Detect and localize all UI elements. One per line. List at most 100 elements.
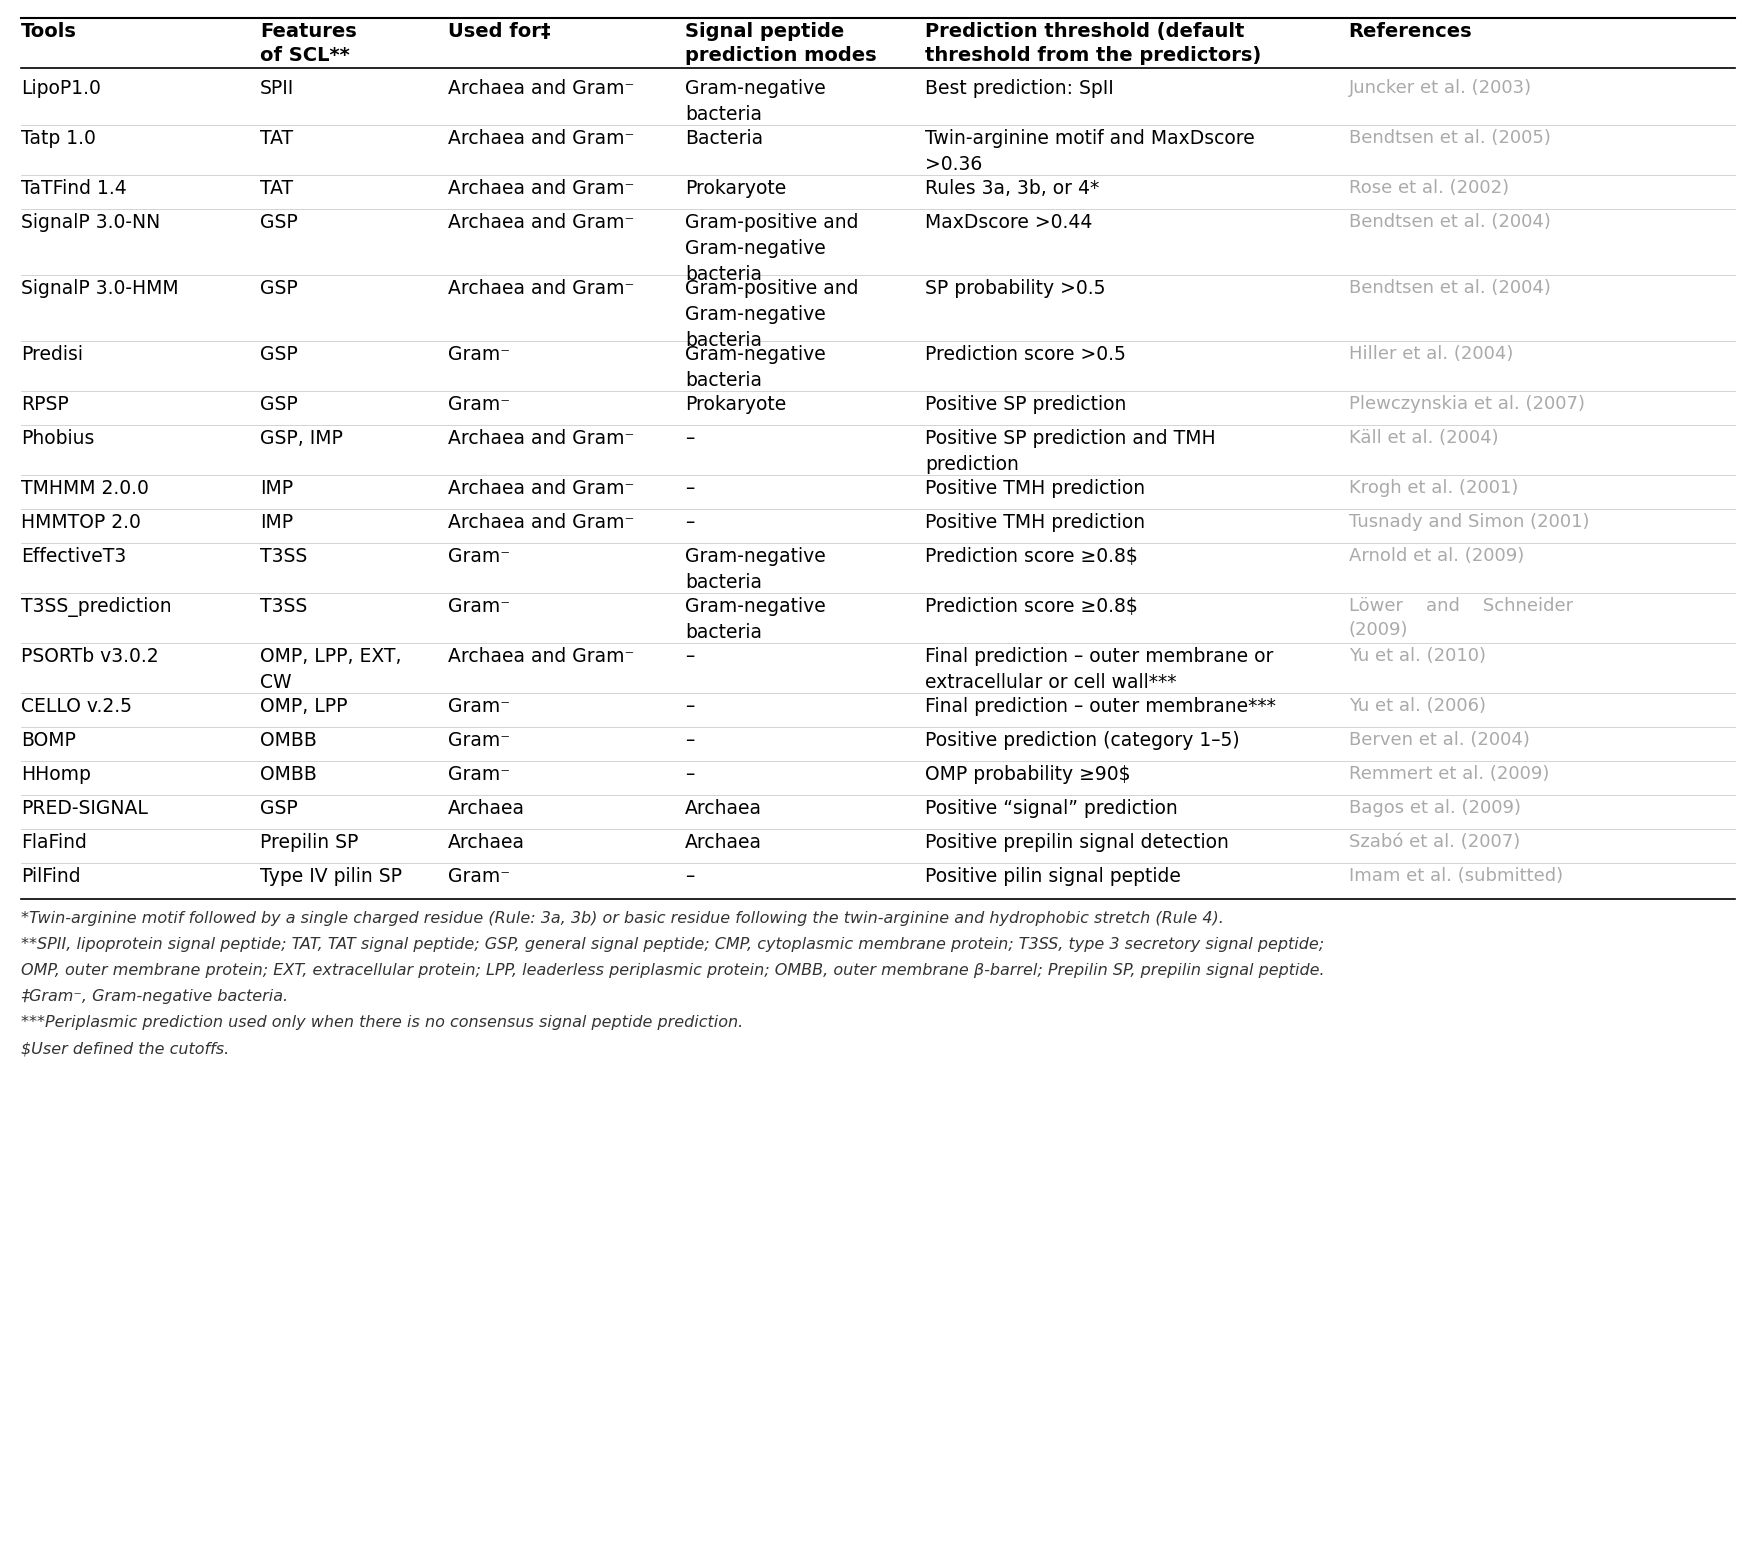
Text: $User defined the cutoffs.: $User defined the cutoffs.: [21, 1041, 230, 1055]
Text: GSP: GSP: [260, 345, 297, 363]
Text: PRED-SIGNAL: PRED-SIGNAL: [21, 800, 147, 818]
Text: EffectiveT3: EffectiveT3: [21, 547, 126, 566]
Text: OMBB: OMBB: [260, 731, 316, 750]
Text: MaxDscore >0.44: MaxDscore >0.44: [925, 214, 1092, 232]
Text: SignalP 3.0-HMM: SignalP 3.0-HMM: [21, 279, 179, 298]
Text: Bendtsen et al. (2005): Bendtsen et al. (2005): [1348, 129, 1550, 147]
Text: Best prediction: SpII: Best prediction: SpII: [925, 80, 1113, 98]
Text: FlaFind: FlaFind: [21, 833, 88, 853]
Text: Prediction score ≥0.8$: Prediction score ≥0.8$: [925, 597, 1137, 616]
Text: Positive SP prediction and TMH
prediction: Positive SP prediction and TMH predictio…: [925, 429, 1216, 474]
Text: LipoP1.0: LipoP1.0: [21, 80, 100, 98]
Text: Archaea and Gram⁻: Archaea and Gram⁻: [448, 80, 634, 98]
Text: Predisi: Predisi: [21, 345, 82, 363]
Text: Archaea: Archaea: [448, 833, 525, 853]
Text: Prediction threshold (default
threshold from the predictors): Prediction threshold (default threshold …: [925, 22, 1260, 65]
Text: Szabó et al. (2007): Szabó et al. (2007): [1348, 833, 1520, 851]
Text: OMBB: OMBB: [260, 765, 316, 784]
Text: Final prediction – outer membrane***: Final prediction – outer membrane***: [925, 697, 1276, 716]
Text: Twin-arginine motif and MaxDscore
>0.36: Twin-arginine motif and MaxDscore >0.36: [925, 129, 1255, 173]
Text: GSP: GSP: [260, 800, 297, 818]
Text: Archaea and Gram⁻: Archaea and Gram⁻: [448, 179, 634, 198]
Text: Hiller et al. (2004): Hiller et al. (2004): [1348, 345, 1513, 363]
Text: Gram⁻: Gram⁻: [448, 867, 509, 886]
Text: Positive TMH prediction: Positive TMH prediction: [925, 479, 1144, 497]
Text: Käll et al. (2004): Käll et al. (2004): [1348, 429, 1497, 447]
Text: Bendtsen et al. (2004): Bendtsen et al. (2004): [1348, 214, 1550, 231]
Text: Arnold et al. (2009): Arnold et al. (2009): [1348, 547, 1523, 564]
Text: HMMTOP 2.0: HMMTOP 2.0: [21, 513, 140, 532]
Text: IMP: IMP: [260, 479, 293, 497]
Text: OMP probability ≥90$: OMP probability ≥90$: [925, 765, 1130, 784]
Text: Bendtsen et al. (2004): Bendtsen et al. (2004): [1348, 279, 1550, 298]
Text: Gram-negative
bacteria: Gram-negative bacteria: [684, 547, 825, 592]
Text: Plewczynskia et al. (2007): Plewczynskia et al. (2007): [1348, 394, 1583, 413]
Text: PSORTb v3.0.2: PSORTb v3.0.2: [21, 647, 158, 666]
Text: Gram⁻: Gram⁻: [448, 765, 509, 784]
Text: Berven et al. (2004): Berven et al. (2004): [1348, 731, 1529, 748]
Text: Used for‡: Used for‡: [448, 22, 549, 41]
Text: Prokaryote: Prokaryote: [684, 179, 786, 198]
Text: Final prediction – outer membrane or
extracellular or cell wall***: Final prediction – outer membrane or ext…: [925, 647, 1272, 692]
Text: ‡Gram⁻, Gram-negative bacteria.: ‡Gram⁻, Gram-negative bacteria.: [21, 988, 288, 1004]
Text: Gram-negative
bacteria: Gram-negative bacteria: [684, 345, 825, 390]
Text: Gram-positive and
Gram-negative
bacteria: Gram-positive and Gram-negative bacteria: [684, 279, 858, 349]
Text: Positive SP prediction: Positive SP prediction: [925, 394, 1127, 415]
Text: Archaea and Gram⁻: Archaea and Gram⁻: [448, 513, 634, 532]
Text: SP probability >0.5: SP probability >0.5: [925, 279, 1106, 298]
Text: GSP: GSP: [260, 214, 297, 232]
Text: –: –: [684, 697, 693, 716]
Text: BOMP: BOMP: [21, 731, 75, 750]
Text: Positive TMH prediction: Positive TMH prediction: [925, 513, 1144, 532]
Text: –: –: [684, 429, 693, 447]
Text: Archaea and Gram⁻: Archaea and Gram⁻: [448, 647, 634, 666]
Text: Prediction score >0.5: Prediction score >0.5: [925, 345, 1125, 363]
Text: IMP: IMP: [260, 513, 293, 532]
Text: Archaea: Archaea: [448, 800, 525, 818]
Text: –: –: [684, 731, 693, 750]
Text: CELLO v.2.5: CELLO v.2.5: [21, 697, 132, 716]
Text: Gram⁻: Gram⁻: [448, 394, 509, 415]
Text: OMP, LPP, EXT,
CW: OMP, LPP, EXT, CW: [260, 647, 402, 692]
Text: Archaea and Gram⁻: Archaea and Gram⁻: [448, 129, 634, 148]
Text: OMP, outer membrane protein; EXT, extracellular protein; LPP, leaderless peripla: OMP, outer membrane protein; EXT, extrac…: [21, 963, 1323, 977]
Text: Tusnady and Simon (2001): Tusnady and Simon (2001): [1348, 513, 1588, 532]
Text: Krogh et al. (2001): Krogh et al. (2001): [1348, 479, 1516, 497]
Text: Type IV pilin SP: Type IV pilin SP: [260, 867, 402, 886]
Text: Archaea and Gram⁻: Archaea and Gram⁻: [448, 214, 634, 232]
Text: HHomp: HHomp: [21, 765, 91, 784]
Text: Gram-negative
bacteria: Gram-negative bacteria: [684, 597, 825, 642]
Text: Yu et al. (2010): Yu et al. (2010): [1348, 647, 1485, 666]
Text: Archaea and Gram⁻: Archaea and Gram⁻: [448, 479, 634, 497]
Text: Features
of SCL**: Features of SCL**: [260, 22, 356, 65]
Text: ***Periplasmic prediction used only when there is no consensus signal peptide pr: ***Periplasmic prediction used only when…: [21, 1015, 742, 1030]
Text: Tatp 1.0: Tatp 1.0: [21, 129, 97, 148]
Text: Phobius: Phobius: [21, 429, 95, 447]
Text: Archaea and Gram⁻: Archaea and Gram⁻: [448, 279, 634, 298]
Text: –: –: [684, 867, 693, 886]
Text: Prediction score ≥0.8$: Prediction score ≥0.8$: [925, 547, 1137, 566]
Text: Gram-positive and
Gram-negative
bacteria: Gram-positive and Gram-negative bacteria: [684, 214, 858, 284]
Text: TMHMM 2.0.0: TMHMM 2.0.0: [21, 479, 149, 497]
Text: –: –: [684, 513, 693, 532]
Text: T3SS: T3SS: [260, 547, 307, 566]
Text: –: –: [684, 647, 693, 666]
Text: Gram⁻: Gram⁻: [448, 597, 509, 616]
Text: *Twin-arginine motif followed by a single charged residue (Rule: 3a, 3b) or basi: *Twin-arginine motif followed by a singl…: [21, 910, 1223, 926]
Text: Prepilin SP: Prepilin SP: [260, 833, 358, 853]
Text: **SPII, lipoprotein signal peptide; TAT, TAT signal peptide; GSP, general signal: **SPII, lipoprotein signal peptide; TAT,…: [21, 937, 1323, 953]
Text: –: –: [684, 765, 693, 784]
Text: Löwer    and    Schneider
(2009): Löwer and Schneider (2009): [1348, 597, 1572, 639]
Text: SignalP 3.0-NN: SignalP 3.0-NN: [21, 214, 160, 232]
Text: Prokaryote: Prokaryote: [684, 394, 786, 415]
Text: T3SS: T3SS: [260, 597, 307, 616]
Text: Archaea and Gram⁻: Archaea and Gram⁻: [448, 429, 634, 447]
Text: GSP: GSP: [260, 394, 297, 415]
Text: GSP: GSP: [260, 279, 297, 298]
Text: Gram-negative
bacteria: Gram-negative bacteria: [684, 80, 825, 123]
Text: TAT: TAT: [260, 129, 293, 148]
Text: OMP, LPP: OMP, LPP: [260, 697, 347, 716]
Text: Positive pilin signal peptide: Positive pilin signal peptide: [925, 867, 1181, 886]
Text: Tools: Tools: [21, 22, 77, 41]
Text: TAT: TAT: [260, 179, 293, 198]
